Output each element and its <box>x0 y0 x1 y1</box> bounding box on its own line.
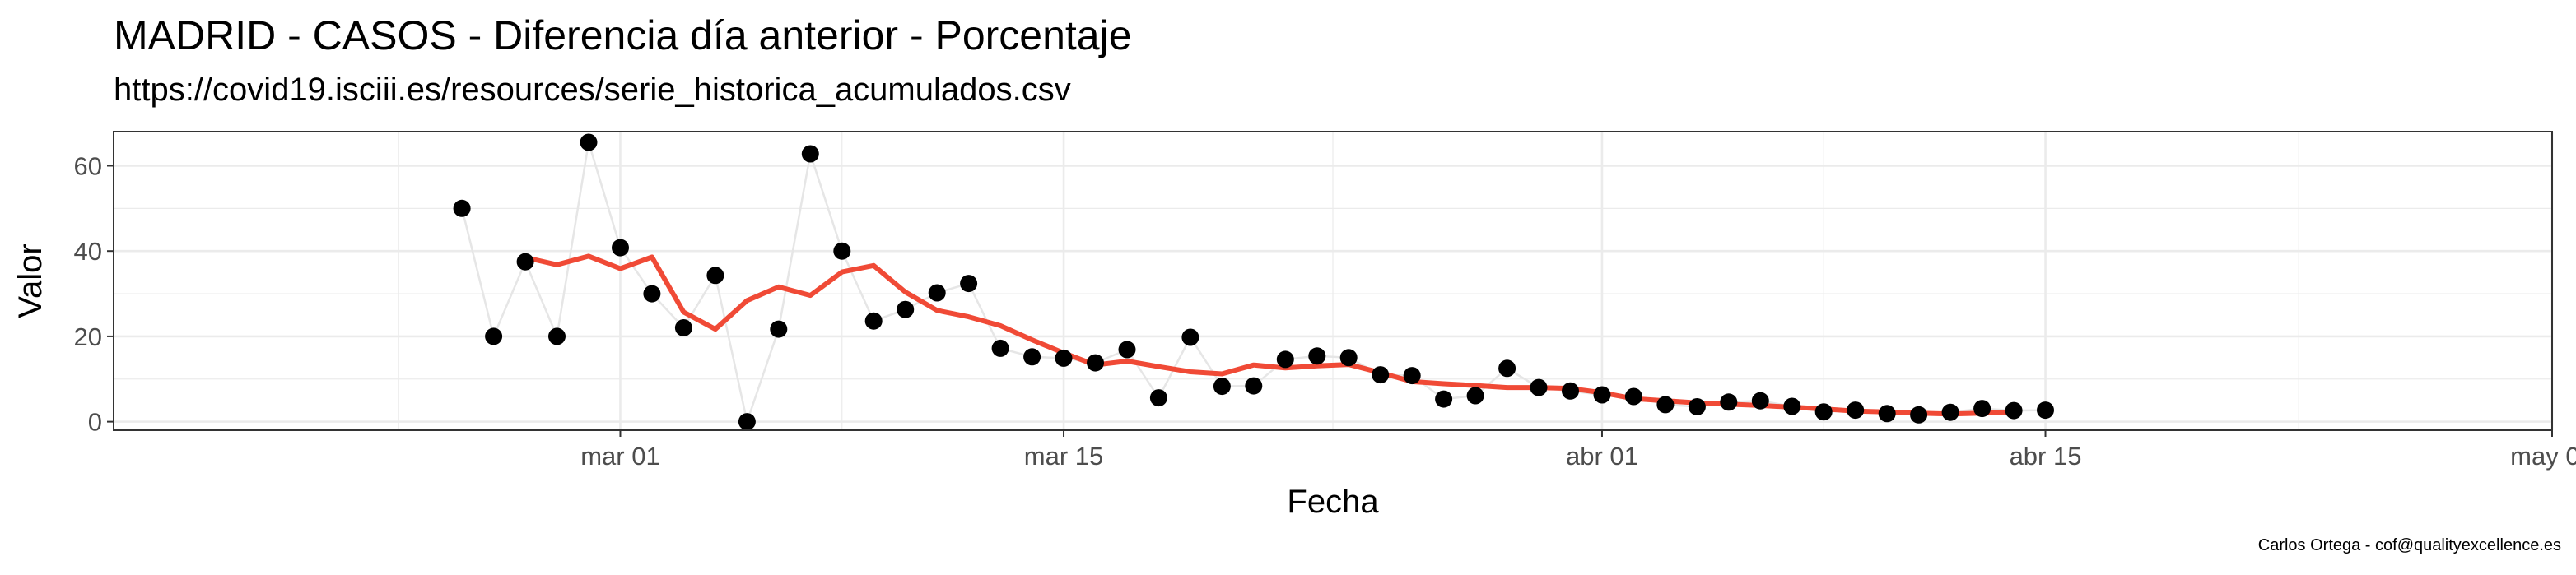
data-point <box>1498 359 1516 378</box>
y-axis-title: Valor <box>12 243 49 318</box>
data-point <box>1055 349 1073 367</box>
data-point <box>1466 387 1484 405</box>
data-point <box>2005 401 2023 420</box>
data-point <box>453 199 471 217</box>
data-point <box>1087 354 1104 372</box>
data-point <box>1530 378 1548 396</box>
data-point <box>1276 350 1294 369</box>
data-point <box>1878 405 1896 423</box>
data-point <box>1245 377 1263 395</box>
data-point <box>897 300 915 318</box>
data-point <box>1213 378 1231 396</box>
data-point <box>485 327 503 345</box>
data-point <box>1181 328 1199 346</box>
data-point <box>1751 392 1769 410</box>
data-point <box>1308 347 1326 365</box>
x-axis-title: Fecha <box>1287 484 1379 520</box>
data-point <box>833 242 851 260</box>
smoothed-line-path <box>523 253 2017 417</box>
data-point <box>1372 366 1390 384</box>
data-point <box>1688 398 1706 415</box>
data-point <box>580 133 598 151</box>
x-tick-label: mar 15 <box>1024 442 1103 471</box>
data-point <box>770 320 788 338</box>
x-tick-label: abr 15 <box>2010 442 2082 471</box>
data-point <box>612 239 629 257</box>
x-tick-label: abr 01 <box>1566 442 1638 471</box>
chart-subtitle: https://covid19.isciii.es/resources/seri… <box>114 72 1071 108</box>
data-point <box>706 267 724 285</box>
data-point <box>2037 401 2054 420</box>
data-point <box>548 327 566 345</box>
grid <box>114 132 2554 430</box>
data-point <box>1562 382 1579 400</box>
y-tick-label: 20 <box>74 322 102 351</box>
data-point <box>643 285 661 303</box>
data-point <box>1941 403 1959 421</box>
smoothed-series-line <box>523 253 2017 417</box>
data-point <box>960 275 978 293</box>
data-point <box>674 319 692 336</box>
data-point <box>1339 349 1358 367</box>
data-point <box>1023 348 1041 366</box>
data-point <box>1847 401 1865 420</box>
data-point <box>864 312 883 330</box>
data-point <box>1118 341 1136 359</box>
data-point <box>516 253 534 271</box>
data-point <box>1814 403 1833 421</box>
data-point <box>1593 386 1611 404</box>
data-point <box>1403 367 1421 385</box>
data-point <box>1783 397 1801 415</box>
data-point <box>1656 396 1675 414</box>
data-point <box>801 145 819 163</box>
x-tick-label: may 01 <box>2510 442 2576 471</box>
data-point <box>928 284 946 302</box>
data-point <box>1435 390 1453 408</box>
panel-border <box>113 131 2553 431</box>
chart-title: MADRID - CASOS - Diferencia día anterior… <box>114 12 1132 58</box>
data-point <box>1720 393 1738 411</box>
chart-caption: Carlos Ortega - cof@qualityexcellence.es <box>2257 536 2561 554</box>
data-points <box>453 133 2054 431</box>
y-tick-label: 60 <box>74 151 102 180</box>
data-point <box>1973 400 1991 418</box>
data-point <box>1149 389 1167 407</box>
data-point <box>738 413 756 431</box>
data-point <box>1910 406 1928 424</box>
data-point <box>1624 387 1642 406</box>
y-tick-label: 40 <box>74 237 102 266</box>
y-tick-label: 0 <box>88 408 102 437</box>
data-point <box>991 339 1009 357</box>
axes: 0 20 40 60 mar 01 mar 15 abr 01 abr 15 may 01 <box>74 151 2576 471</box>
x-tick-label: mar 01 <box>580 442 659 471</box>
